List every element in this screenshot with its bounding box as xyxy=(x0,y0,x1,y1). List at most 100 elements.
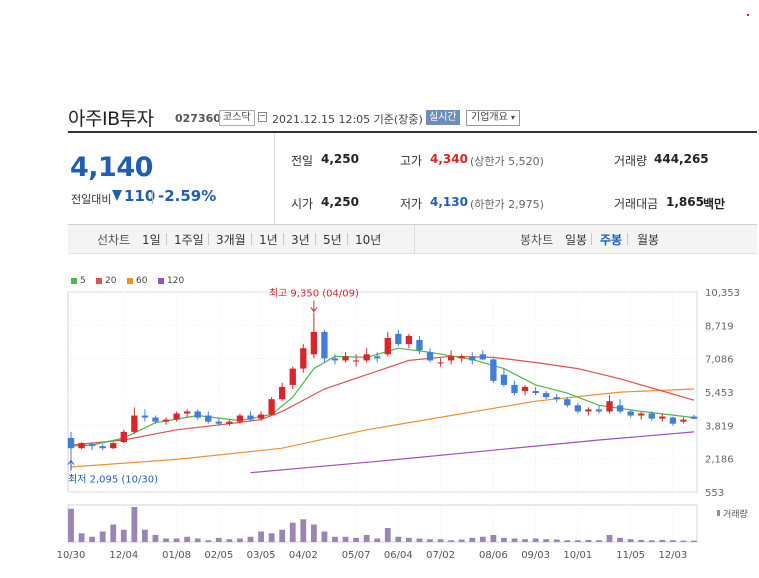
stock-name[interactable]: 아주IB투자 xyxy=(68,108,154,130)
candle-body xyxy=(669,417,677,424)
high-label: 고가 xyxy=(400,154,423,168)
x-tick-label: 12/03 xyxy=(658,550,687,561)
candlesticks xyxy=(67,312,698,461)
tab-3y[interactable]: 3년 xyxy=(291,233,310,247)
volume-bar xyxy=(310,524,317,542)
down-triangle-icon xyxy=(112,190,122,201)
candle-body xyxy=(300,348,307,369)
tab-10y[interactable]: 10년 xyxy=(355,233,382,247)
x-axis: 10/30 12/04 01/08 02/05 03/05 04/02 05/07 06/04… xyxy=(57,550,688,561)
y-tick-label: 3,819 xyxy=(705,421,734,432)
tab-daily[interactable]: 일봉 xyxy=(565,233,588,247)
volume-bar xyxy=(247,536,254,542)
tab-1w[interactable]: 1주일 xyxy=(174,233,204,247)
y-tick-label: 2,186 xyxy=(705,455,734,466)
volume-bar xyxy=(606,535,613,542)
volume-plot-frame xyxy=(67,504,698,543)
volume-bar xyxy=(416,538,423,542)
high-value: 4,340 xyxy=(430,152,468,166)
period-bar-divider xyxy=(414,225,415,253)
high-arrow-head xyxy=(310,307,318,313)
volume-bar xyxy=(680,540,687,542)
candle-body xyxy=(99,446,106,449)
tab-5y[interactable]: 5년 xyxy=(323,233,342,247)
candle-body xyxy=(447,356,455,361)
annotations: 최고 9,350 (04/09) 최저 2,095 (10/30) xyxy=(67,287,359,486)
candle-body xyxy=(521,386,529,392)
volume-bar xyxy=(448,540,455,542)
high-annotation: 최고 9,350 (04/09) xyxy=(269,287,359,299)
candle-body xyxy=(363,354,370,361)
candle-chart-label: 봉차트 xyxy=(520,233,554,247)
candle-body xyxy=(205,415,212,422)
low-value: 4,130 xyxy=(430,195,468,209)
tab-1y[interactable]: 1년 xyxy=(259,233,278,247)
candle-body xyxy=(120,431,127,443)
volume-bar xyxy=(152,535,159,542)
tab-separator xyxy=(166,233,167,245)
x-tick-label: 09/03 xyxy=(521,550,550,561)
volume-bar xyxy=(469,537,476,542)
volume-bar xyxy=(353,537,360,542)
trade-value: 1,865 xyxy=(666,195,704,209)
x-tick-label: 03/05 xyxy=(247,550,276,561)
low-arrow-head xyxy=(67,459,75,465)
trade-value-label: 거래대금 xyxy=(614,197,659,211)
y-tick-label: 7,086 xyxy=(705,355,734,366)
legend-ma60: 60 xyxy=(136,276,148,286)
candle-body xyxy=(331,358,339,361)
candle-body xyxy=(384,337,391,355)
candle-body xyxy=(690,416,698,419)
upper-limit: (상한가 5,520) xyxy=(470,155,544,168)
volume-bar xyxy=(194,538,201,542)
x-tick-label: 10/30 xyxy=(57,550,86,561)
open-label: 시가 xyxy=(291,197,314,211)
volume-bar xyxy=(553,539,560,542)
volume-bar xyxy=(142,529,148,542)
volume-bar xyxy=(564,540,571,542)
volume-bar xyxy=(596,540,602,542)
candle-body xyxy=(215,421,222,424)
volume-bar xyxy=(532,538,539,542)
y-tick-label: 5,453 xyxy=(705,388,734,399)
x-tick-label: 02/05 xyxy=(204,550,233,561)
company-overview-dropdown[interactable]: 기업개요 ▾ xyxy=(466,110,521,126)
candle-body xyxy=(648,413,655,419)
legend-ma120: 120 xyxy=(167,276,185,286)
tab-1d[interactable]: 1일 xyxy=(142,233,161,247)
chart-grid xyxy=(67,291,698,543)
candle-body xyxy=(543,393,550,398)
calendar-icon xyxy=(258,112,267,122)
volume-label: 거래량 xyxy=(723,508,748,520)
chevron-down-icon: ▾ xyxy=(511,113,516,122)
candle-body xyxy=(500,374,508,385)
candle-body xyxy=(553,397,560,400)
candle-body xyxy=(405,335,413,345)
x-tick-label: 10/01 xyxy=(563,550,592,561)
candle-body xyxy=(352,360,360,362)
legend-ma5: 5 xyxy=(80,276,86,286)
legend-swatch-ma20 xyxy=(96,278,102,284)
low-annotation: 최저 2,095 (10/30) xyxy=(68,474,158,486)
change-value: 110 xyxy=(124,187,156,205)
volume-bar xyxy=(279,529,286,542)
candle-body xyxy=(152,417,159,422)
realtime-button[interactable]: 실시간 xyxy=(426,110,460,125)
candle-body xyxy=(279,386,286,400)
tab-weekly[interactable]: 주봉 xyxy=(600,233,623,247)
tab-separator xyxy=(315,233,316,245)
header-divider xyxy=(68,131,757,133)
tab-separator xyxy=(283,233,284,245)
tab-3m[interactable]: 3개월 xyxy=(216,233,246,247)
tab-monthly[interactable]: 월봉 xyxy=(637,233,660,247)
volume-bar xyxy=(501,537,507,542)
x-tick-label: 08/06 xyxy=(479,550,508,561)
company-overview-label: 기업개요 xyxy=(471,112,508,123)
candle-body xyxy=(194,411,201,418)
current-price: 4,140 xyxy=(70,152,153,183)
volume-bar xyxy=(173,538,180,542)
volume-value: 444,265 xyxy=(654,152,709,166)
volume-bar xyxy=(395,536,402,542)
volume-legend-swatch xyxy=(717,510,720,516)
